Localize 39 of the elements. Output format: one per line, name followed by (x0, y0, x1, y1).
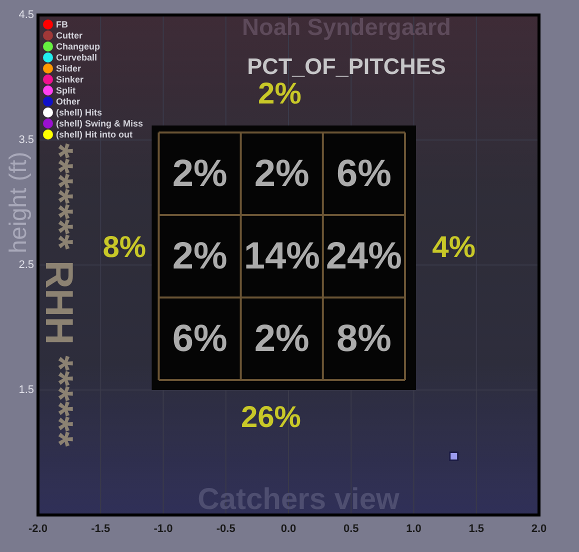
y-tick-label: 1.5 (18, 384, 34, 396)
x-tick-label: 0.0 (280, 523, 296, 535)
annotation: 2% (254, 152, 310, 195)
annotation: 8% (102, 231, 146, 264)
x-tick-label: -1.0 (154, 523, 173, 535)
annotation: ******* RHH ****** (37, 143, 80, 448)
annotation: 14% (244, 235, 320, 278)
annotation: 26% (240, 401, 301, 434)
annotation: 4% (432, 231, 476, 264)
x-tick-label: 1.0 (406, 523, 422, 535)
legend-label: Cutter (56, 30, 83, 40)
legend-label: (shell) Swing & Miss (56, 118, 144, 128)
legend-label: Sinker (56, 74, 84, 84)
legend-label: FB (56, 20, 68, 30)
text: PCT_OF_PITCHES (247, 54, 446, 79)
annotation: 8% (336, 318, 392, 360)
annotation: 2% (172, 235, 228, 278)
legend-label: (shell) Hit into out (56, 130, 132, 140)
annotation: 2% (254, 318, 310, 360)
legend-label: Other (56, 96, 80, 106)
annotation: 6% (336, 152, 392, 195)
x-tick-label: 1.5 (468, 523, 484, 535)
x-tick-label: -0.5 (216, 523, 236, 535)
legend-label: Slider (56, 64, 82, 74)
y-tick-label: 3.5 (18, 134, 34, 146)
annotation: 24% (326, 235, 402, 278)
legend-label: (shell) Hits (56, 108, 102, 118)
y-tick-label: 2.5 (18, 259, 34, 271)
annotation: 2% (172, 152, 228, 195)
x-tick-label: -1.5 (91, 523, 110, 535)
x-tick-label: -2.0 (28, 523, 48, 535)
y-tick-label: 4.5 (18, 9, 34, 21)
legend-label: Split (56, 86, 76, 96)
legend-label: Curveball (56, 52, 98, 62)
x-tick-label: 2.0 (531, 523, 547, 535)
annotation: 2% (258, 77, 302, 110)
legend-label: Changeup (56, 42, 100, 52)
annotation: 6% (172, 318, 228, 360)
x-tick-label: 0.5 (343, 523, 359, 535)
